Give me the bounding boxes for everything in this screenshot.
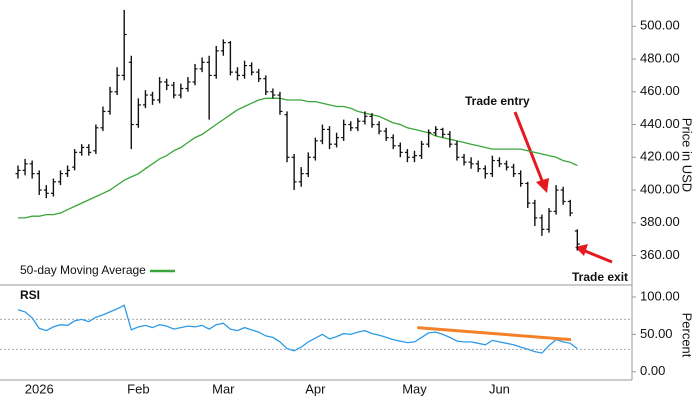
moving-average-line xyxy=(18,97,578,219)
y-tick-label: 100.00 xyxy=(640,288,680,303)
y-tick-label: 440.00 xyxy=(640,116,680,131)
y-tick-label: 500.00 xyxy=(640,18,680,33)
x-tick-label: Mar xyxy=(212,381,235,396)
y-tick-label: 460.00 xyxy=(640,83,680,98)
x-tick-label: Apr xyxy=(305,381,326,396)
x-tick-label: Feb xyxy=(127,381,149,396)
y-tick-label: 400.00 xyxy=(640,181,680,196)
y-axis-title: Price in USD xyxy=(680,118,695,192)
annotation-arrows xyxy=(513,111,613,264)
x-tick-label: Jun xyxy=(489,381,510,396)
y-tick-label: 380.00 xyxy=(640,214,680,229)
y-tick-label: 0.00 xyxy=(640,363,665,378)
y-axis-title: Percent xyxy=(680,313,695,358)
y-tick-label: 360.00 xyxy=(640,247,680,262)
y-tick-label: 50.00 xyxy=(640,326,673,341)
legend-label: 50-day Moving Average xyxy=(20,263,146,277)
arrow-head xyxy=(536,178,549,193)
arrow xyxy=(584,249,613,264)
annotation: Trade entry xyxy=(465,94,530,108)
annotation: Trade exit xyxy=(572,270,628,284)
arrow-head xyxy=(575,244,588,256)
trend-line xyxy=(417,326,572,342)
arrow xyxy=(513,111,545,184)
x-tick-label: 2026 xyxy=(25,381,54,396)
x-tick-label: May xyxy=(402,381,427,396)
rsi-line xyxy=(17,304,578,354)
y-tick-label: 480.00 xyxy=(640,50,680,65)
panel-title: RSI xyxy=(20,288,40,302)
y-tick-label: 420.00 xyxy=(640,149,680,164)
